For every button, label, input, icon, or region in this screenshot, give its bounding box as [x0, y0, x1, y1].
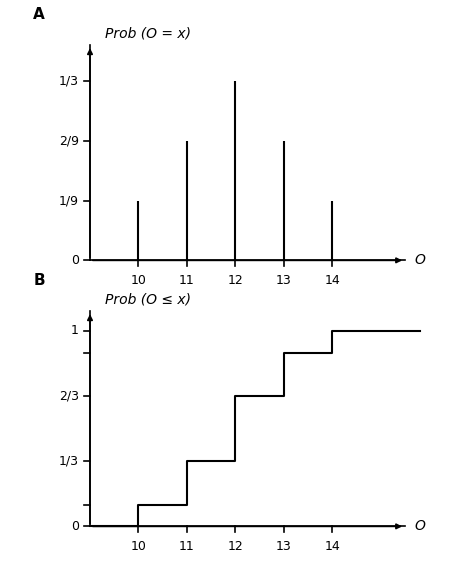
Text: 14: 14 — [324, 274, 340, 287]
Text: 13: 13 — [276, 274, 292, 287]
Text: 10: 10 — [130, 540, 146, 553]
Text: 11: 11 — [179, 540, 195, 553]
Text: 2/9: 2/9 — [58, 134, 79, 147]
Text: 14: 14 — [324, 540, 340, 553]
Text: 0: 0 — [71, 254, 79, 267]
Text: 1/3: 1/3 — [58, 75, 79, 88]
Text: Prob (O ≤ x): Prob (O ≤ x) — [104, 293, 190, 307]
Text: 11: 11 — [179, 274, 195, 287]
Text: 13: 13 — [276, 540, 292, 553]
Text: O: O — [415, 520, 426, 533]
Text: 12: 12 — [228, 274, 243, 287]
Text: 0: 0 — [71, 520, 79, 533]
Text: Prob (O = x): Prob (O = x) — [104, 27, 190, 41]
Text: 12: 12 — [228, 540, 243, 553]
Text: O: O — [415, 254, 426, 267]
Text: 1/3: 1/3 — [58, 454, 79, 468]
Text: 10: 10 — [130, 274, 146, 287]
Text: 1: 1 — [71, 324, 79, 337]
Text: B: B — [33, 273, 45, 288]
Text: 1/9: 1/9 — [58, 194, 79, 207]
Text: A: A — [33, 7, 45, 22]
Text: 2/3: 2/3 — [58, 389, 79, 402]
